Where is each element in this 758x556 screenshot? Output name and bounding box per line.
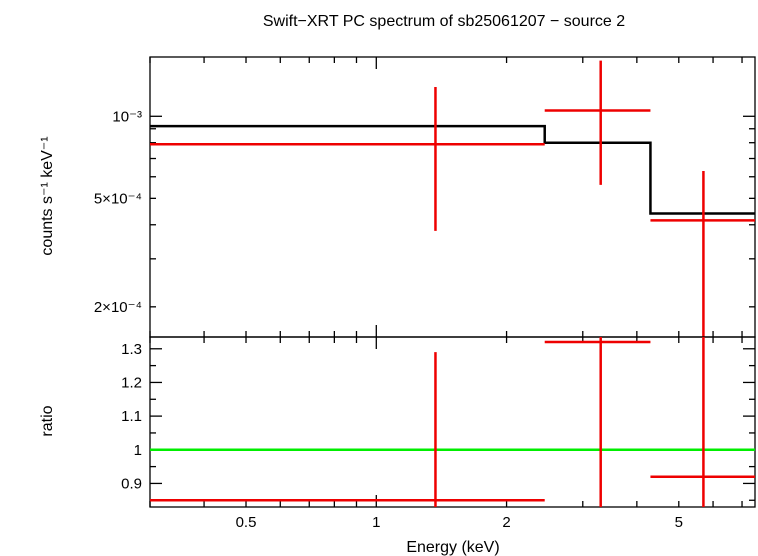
y-tick-label: 0.9 — [121, 475, 142, 492]
spectrum-ylabel: counts s⁻¹ keV⁻¹ — [39, 136, 56, 255]
ratio-panel: 0.5 1 2 5 0.9 1 1.1 1.2 1.3 — [121, 336, 756, 531]
y-tick-label: 2×10⁻⁴ — [94, 299, 142, 316]
chart-title: Swift−XRT PC spectrum of sb25061207 − so… — [263, 13, 625, 30]
x-tick-label: 2 — [502, 514, 510, 531]
y-tick-label: 1.1 — [121, 408, 142, 425]
spectrum-panel: 10⁻³ 5×10⁻⁴ 2×10⁻⁴ — [94, 56, 756, 338]
ratio-ylabel: ratio — [39, 405, 56, 436]
spectrum-frame — [149, 56, 756, 338]
x-tick-label: 1 — [372, 514, 380, 531]
x-tick-label: 5 — [675, 514, 683, 531]
y-tick-label: 1.3 — [121, 341, 142, 358]
y-tick-label: 1.2 — [121, 374, 142, 391]
model-step-line — [150, 124, 755, 215]
y-tick-label: 1 — [134, 442, 142, 459]
y-tick-label: 5×10⁻⁴ — [94, 190, 142, 207]
y-tick-label: 10⁻³ — [112, 108, 142, 125]
x-tick-label: 0.5 — [236, 514, 257, 531]
x-axis-label: Energy (keV) — [406, 539, 499, 556]
ratio-frame — [149, 336, 756, 508]
